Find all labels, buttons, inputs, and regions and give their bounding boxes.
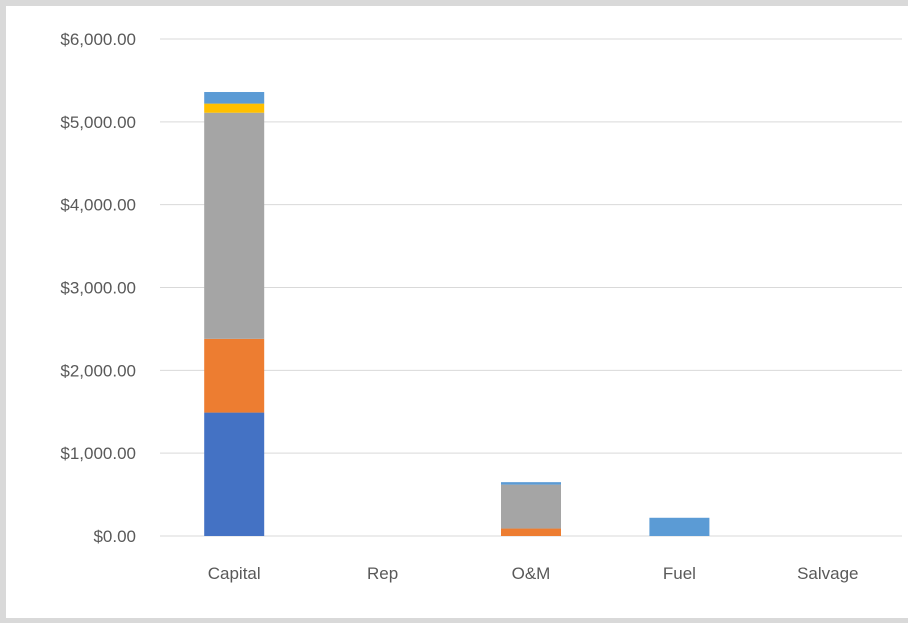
y-tick-label: $6,000.00 [60, 30, 136, 49]
x-tick-label: O&M [512, 564, 551, 583]
stacked-bar-chart: $0.00 $1,000.00 $2,000.00 $3,000.00 $4,000.0… [60, 30, 902, 583]
y-tick-label: $5,000.00 [60, 113, 136, 132]
bar-segment [649, 517, 710, 536]
y-tick-label: $2,000.00 [60, 361, 136, 380]
x-tick-label: Salvage [797, 564, 858, 583]
bar-segment [204, 412, 265, 536]
bars [204, 92, 710, 536]
y-tick-label: $3,000.00 [60, 279, 136, 298]
bar-segment [204, 338, 265, 413]
y-axis-tick-labels: $0.00 $1,000.00 $2,000.00 $3,000.00 $4,000.0… [60, 30, 136, 546]
y-tick-label: $0.00 [93, 527, 136, 546]
x-tick-label: Capital [208, 564, 261, 583]
bar-segment [204, 112, 265, 339]
bar-segment [501, 484, 561, 529]
x-tick-label: Rep [367, 564, 398, 583]
y-tick-label: $1,000.00 [60, 444, 136, 463]
bar-segment [501, 482, 561, 485]
bar-segment [501, 528, 561, 536]
chart-area: $0.00 $1,000.00 $2,000.00 $3,000.00 $4,000.0… [6, 6, 908, 618]
y-tick-label: $4,000.00 [60, 196, 136, 215]
bar-segment [204, 103, 265, 113]
bar-segment [204, 92, 265, 104]
gridlines [160, 38, 902, 537]
x-axis-tick-labels: Capital Rep O&M Fuel Salvage [208, 564, 859, 583]
x-tick-label: Fuel [663, 564, 696, 583]
